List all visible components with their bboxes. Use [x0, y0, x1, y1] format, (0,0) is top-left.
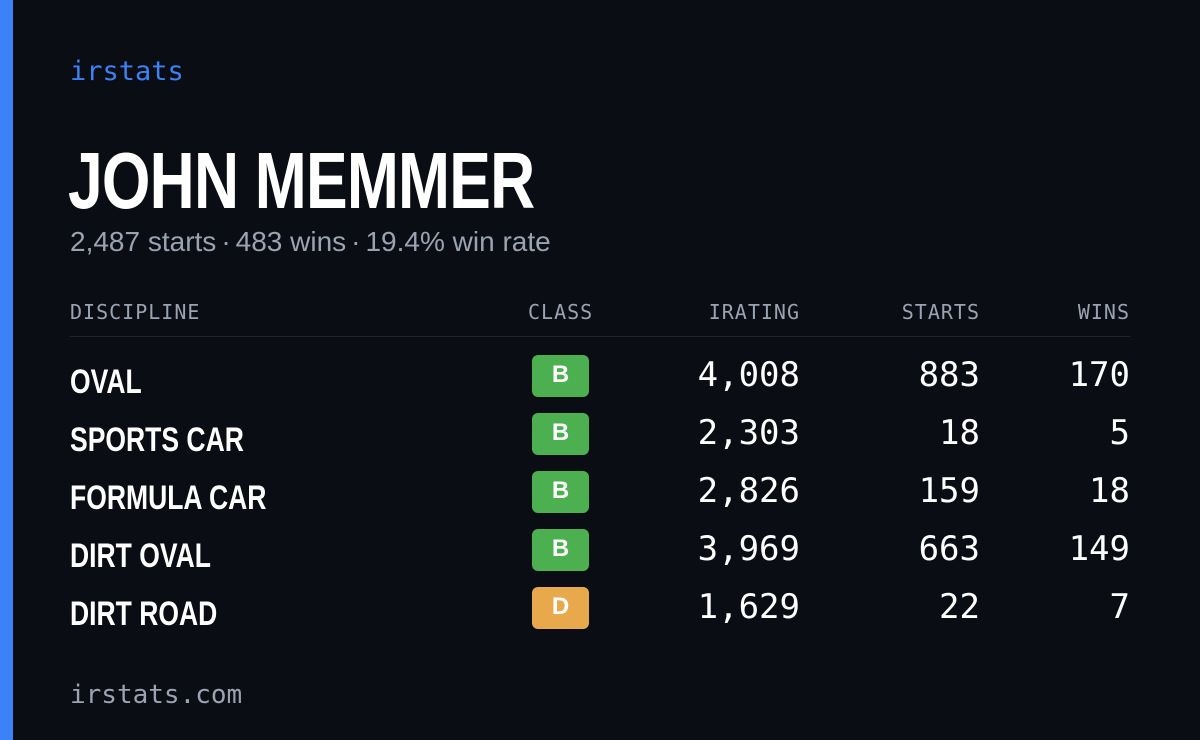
starts-value: 22 — [939, 587, 980, 627]
header-wins: WINS — [1077, 300, 1130, 324]
class-badge: B — [532, 529, 589, 571]
wins-value: 5 — [1109, 413, 1130, 453]
table-row: DIRT OVAL B 3,969 663 149 — [70, 527, 1130, 585]
discipline-name: DIRT ROAD — [70, 595, 218, 633]
separator: · — [221, 226, 231, 257]
starts-value: 18 — [939, 413, 980, 453]
header-class: CLASS — [528, 300, 594, 324]
discipline-name: DIRT OVAL — [70, 537, 211, 575]
wins-value: 149 — [1068, 529, 1130, 569]
footer-url[interactable]: irstats.com — [70, 680, 243, 710]
table-row: OVAL B 4,008 883 170 — [70, 353, 1130, 411]
class-badge: D — [532, 587, 589, 629]
starts-value: 159 — [918, 471, 980, 511]
wins-value: 18 — [1089, 471, 1130, 511]
brand-logo-text: irstats — [70, 56, 184, 87]
table-body: OVAL B 4,008 883 170 SPORTS CAR B 2,303 … — [70, 337, 1130, 643]
irating-value: 2,826 — [697, 471, 800, 511]
header-irating: IRATING — [708, 300, 800, 324]
starts-value: 883 — [918, 355, 980, 395]
win-rate: 19.4% win rate — [365, 226, 551, 257]
driver-summary: 2,487 starts · 483 wins · 19.4% win rate — [70, 226, 551, 258]
irating-value: 1,629 — [697, 587, 800, 627]
table-row: DIRT ROAD D 1,629 22 7 — [70, 585, 1130, 643]
table-row: SPORTS CAR B 2,303 18 5 — [70, 411, 1130, 469]
discipline-name: SPORTS CAR — [70, 421, 244, 459]
accent-bar — [0, 0, 13, 740]
discipline-name: OVAL — [70, 363, 142, 401]
discipline-name: FORMULA CAR — [70, 479, 267, 517]
wins-value: 7 — [1109, 587, 1130, 627]
total-wins: 483 wins — [235, 226, 347, 257]
table-row: FORMULA CAR B 2,826 159 18 — [70, 469, 1130, 527]
class-badge: B — [532, 413, 589, 455]
irating-value: 3,969 — [697, 529, 800, 569]
irating-value: 2,303 — [697, 413, 800, 453]
irating-value: 4,008 — [697, 355, 800, 395]
starts-value: 663 — [918, 529, 980, 569]
total-starts: 2,487 starts — [70, 226, 217, 257]
header-starts: STARTS — [901, 300, 980, 324]
wins-value: 170 — [1068, 355, 1130, 395]
driver-name: JOHN MEMMER — [68, 136, 535, 225]
class-badge: B — [532, 355, 589, 397]
class-badge: B — [532, 471, 589, 513]
stats-table: DISCIPLINE CLASS IRATING STARTS WINS OVA… — [70, 296, 1130, 643]
table-header: DISCIPLINE CLASS IRATING STARTS WINS — [70, 296, 1130, 337]
separator: · — [351, 226, 361, 257]
header-discipline: DISCIPLINE — [70, 300, 201, 324]
